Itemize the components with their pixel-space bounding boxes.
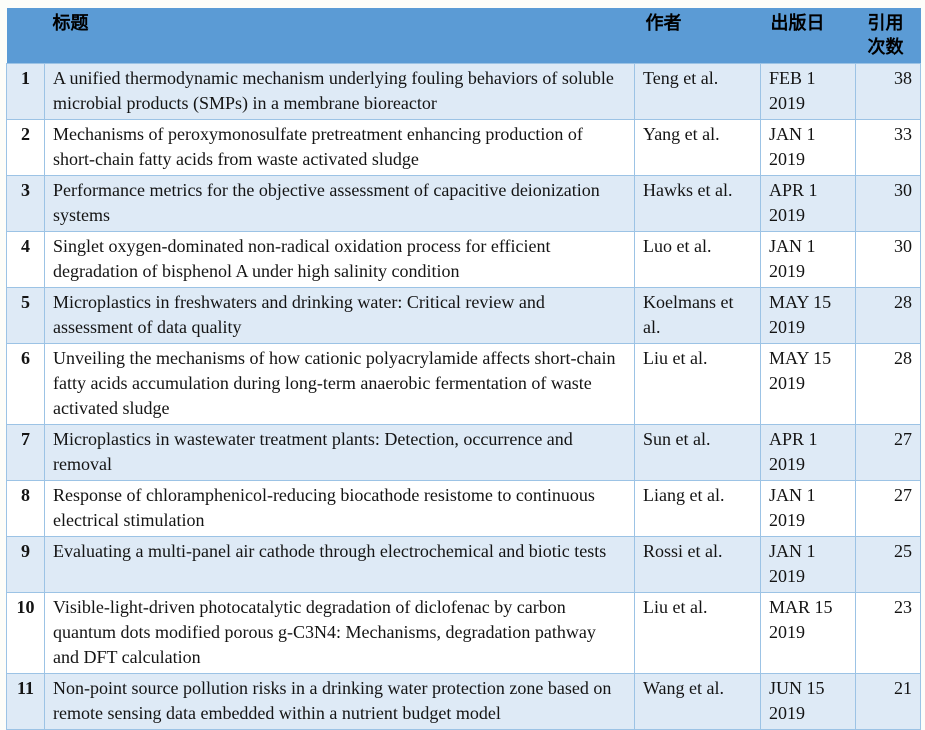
author-cell: Liu et al. [634, 592, 761, 674]
pub-date-cell: JAN 1 2019 [760, 119, 856, 176]
citations-cell: 33 [855, 119, 921, 176]
paper-title-cell: Unveiling the mechanisms of how cationic… [44, 343, 635, 425]
table-row: 2 Mechanisms of peroxymonosulfate pretre… [6, 119, 921, 176]
citations-cell: 30 [855, 175, 921, 232]
citations-cell: 27 [855, 424, 921, 481]
author-cell: Luo et al. [634, 231, 761, 288]
citations-cell: 30 [855, 231, 921, 288]
citations-cell: 28 [855, 343, 921, 425]
col-header-title: 标题 [44, 8, 635, 64]
paper-title-cell: Performance metrics for the objective as… [44, 175, 635, 232]
pub-date-cell: MAR 15 2019 [760, 592, 856, 674]
paper-title-cell: Response of chloramphenicol-reducing bio… [44, 480, 635, 537]
citations-cell: 23 [855, 592, 921, 674]
author-cell: Teng et al. [634, 63, 761, 120]
pub-date-cell: MAY 15 2019 [760, 287, 856, 344]
table-row: 4 Singlet oxygen-dominated non-radical o… [6, 231, 921, 288]
citations-cell: 38 [855, 63, 921, 120]
author-cell: Hawks et al. [634, 175, 761, 232]
table-row: 3 Performance metrics for the objective … [6, 175, 921, 232]
paper-title-cell: Non-point source pollution risks in a dr… [44, 673, 635, 730]
row-number-cell: 4 [6, 231, 45, 288]
paper-title-cell: A unified thermodynamic mechanism underl… [44, 63, 635, 120]
paper-title-cell: Microplastics in wastewater treatment pl… [44, 424, 635, 481]
citations-cell: 21 [855, 673, 921, 730]
table-row: 7 Microplastics in wastewater treatment … [6, 424, 921, 481]
pub-date-cell: MAY 15 2019 [760, 343, 856, 425]
author-cell: Wang et al. [634, 673, 761, 730]
row-number-cell: 7 [6, 424, 45, 481]
papers-table: 标题 作者 出版日 引用次数 1 A unified thermodynamic… [6, 8, 921, 730]
pub-date-cell: JUN 15 2019 [760, 673, 856, 730]
pub-date-cell: JAN 1 2019 [760, 536, 856, 593]
row-number-cell: 5 [6, 287, 45, 344]
paper-title-cell: Evaluating a multi-panel air cathode thr… [44, 536, 635, 593]
row-number-cell: 11 [6, 673, 45, 730]
table-row: 11 Non-point source pollution risks in a… [6, 673, 921, 730]
table-row: 9 Evaluating a multi-panel air cathode t… [6, 536, 921, 593]
table-row: 5 Microplastics in freshwaters and drink… [6, 287, 921, 344]
col-header-index [6, 8, 45, 64]
author-cell: Liang et al. [634, 480, 761, 537]
col-header-author: 作者 [634, 8, 761, 64]
row-number-cell: 9 [6, 536, 45, 593]
table-header-row: 标题 作者 出版日 引用次数 [6, 8, 921, 64]
pub-date-cell: APR 1 2019 [760, 424, 856, 481]
paper-title-cell: Singlet oxygen-dominated non-radical oxi… [44, 231, 635, 288]
author-cell: Sun et al. [634, 424, 761, 481]
col-header-citations: 引用次数 [855, 8, 921, 64]
author-cell: Yang et al. [634, 119, 761, 176]
row-number-cell: 10 [6, 592, 45, 674]
citations-cell: 28 [855, 287, 921, 344]
col-header-date: 出版日 [760, 8, 856, 64]
author-cell: Koelmans et al. [634, 287, 761, 344]
pub-date-cell: JAN 1 2019 [760, 480, 856, 537]
pub-date-cell: JAN 1 2019 [760, 231, 856, 288]
pub-date-cell: FEB 1 2019 [760, 63, 856, 120]
table-row: 6 Unveiling the mechanisms of how cation… [6, 343, 921, 425]
table-row: 8 Response of chloramphenicol-reducing b… [6, 480, 921, 537]
paper-title-cell: Microplastics in freshwaters and drinkin… [44, 287, 635, 344]
row-number-cell: 3 [6, 175, 45, 232]
paper-title-cell: Visible-light-driven photocatalytic degr… [44, 592, 635, 674]
table-row: 1 A unified thermodynamic mechanism unde… [6, 63, 921, 120]
citations-cell: 27 [855, 480, 921, 537]
page: 标题 作者 出版日 引用次数 1 A unified thermodynamic… [6, 8, 921, 730]
table-row: 10 Visible-light-driven photocatalytic d… [6, 592, 921, 674]
row-number-cell: 8 [6, 480, 45, 537]
citations-cell: 25 [855, 536, 921, 593]
row-number-cell: 1 [6, 63, 45, 120]
row-number-cell: 2 [6, 119, 45, 176]
row-number-cell: 6 [6, 343, 45, 425]
author-cell: Liu et al. [634, 343, 761, 425]
paper-title-cell: Mechanisms of peroxymonosulfate pretreat… [44, 119, 635, 176]
pub-date-cell: APR 1 2019 [760, 175, 856, 232]
author-cell: Rossi et al. [634, 536, 761, 593]
